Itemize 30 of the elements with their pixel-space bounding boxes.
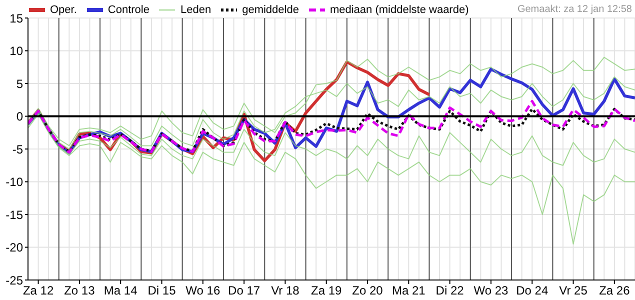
x-tick-label: Za 26 xyxy=(599,284,630,298)
x-tick-label: Wo 16 xyxy=(186,284,220,298)
x-tick-label: Wo 23 xyxy=(474,284,509,298)
y-tick-label: 0 xyxy=(16,110,24,124)
x-tick-label: Zo 13 xyxy=(64,284,96,298)
y-tick-label: -25 xyxy=(6,273,24,288)
x-tick-label: Di 22 xyxy=(436,284,464,298)
x-tick-label: Zo 20 xyxy=(352,284,384,298)
y-tick-label: 5 xyxy=(16,76,24,91)
y-tick-label: -20 xyxy=(6,240,24,255)
y-tick-label: 10 xyxy=(10,44,24,58)
x-tick-label: Ma 14 xyxy=(104,284,138,298)
x-tick-label: Ma 21 xyxy=(392,284,426,298)
legend-label: Oper. xyxy=(50,4,77,16)
text: Gemaakt: za 12 jan 12:58 xyxy=(517,4,632,15)
x-tick-label: Za 12 xyxy=(22,284,54,298)
x-tick-label: Vr 18 xyxy=(271,284,300,298)
x-tick-label: Do 17 xyxy=(228,284,260,298)
legend-label: gemiddelde xyxy=(242,4,299,16)
x-tick-label: Do 24 xyxy=(516,284,548,298)
y-tick-label: -10 xyxy=(6,175,24,190)
legend-label: Controle xyxy=(108,4,150,16)
legend-label: Leden xyxy=(180,4,212,16)
x-tick-label: Di 15 xyxy=(148,284,176,298)
x-tick-label: Za 19 xyxy=(311,284,342,298)
y-tick-label: 15 xyxy=(10,11,24,26)
x-tick-label: Vr 25 xyxy=(559,284,588,298)
y-tick-label: -15 xyxy=(6,208,24,222)
y-tick-label: -5 xyxy=(12,142,24,156)
legend-label: mediaan (middelste waarde) xyxy=(330,4,469,16)
